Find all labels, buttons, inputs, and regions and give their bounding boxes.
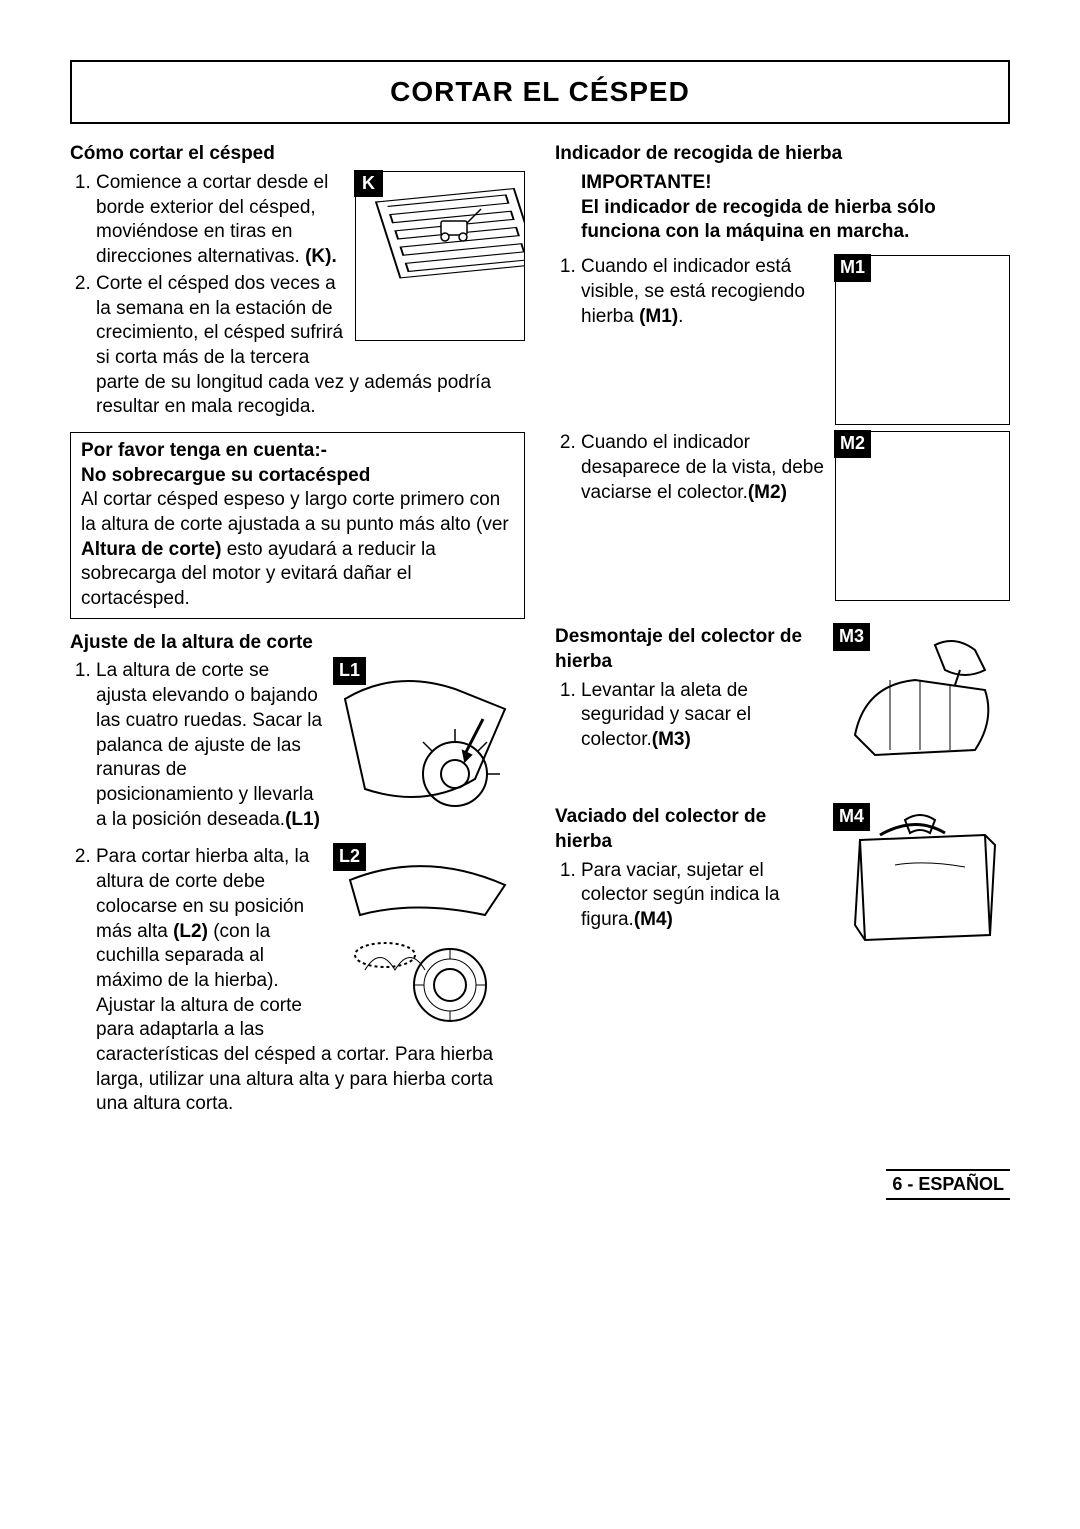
left-column: Cómo cortar el césped K Comience a corta… (70, 142, 525, 1129)
text: Cuando el indicador está visible, se est… (581, 256, 805, 326)
page-footer: 6 - ESPAÑOL (70, 1169, 1010, 1200)
ref-k: (K). (305, 246, 337, 267)
figure-k: K (355, 171, 525, 341)
heading-ajuste: Ajuste de la altura de corte (70, 631, 525, 656)
ref-m1: (M1) (639, 306, 678, 327)
text: Para vaciar, sujetar el colector según i… (581, 860, 780, 930)
text: La altura de corte se ajusta elevando o … (96, 660, 322, 829)
warning-box: Por favor tenga en cuenta:- No sobrecarg… (70, 432, 525, 619)
figure-label-m4: M4 (833, 803, 870, 830)
ref-l2: (L2) (173, 921, 208, 942)
heading-indicador: Indicador de recogida de hierba (555, 142, 1010, 167)
warn-line2: No sobrecargue su cortacésped (81, 465, 370, 486)
figure-label-m1: M1 (834, 254, 871, 281)
right-column: Indicador de recogida de hierba IMPORTAN… (555, 142, 1010, 1129)
height-high-icon (335, 845, 525, 1035)
warn-text1: Al cortar césped espeso y largo corte pr… (81, 489, 509, 535)
content-columns: Cómo cortar el césped K Comience a corta… (70, 142, 1010, 1129)
warn-line1: Por favor tenga en cuenta:- (81, 440, 327, 461)
figure-l2: L2 (335, 845, 525, 1035)
ref-m3: (M3) (652, 729, 691, 750)
figure-label-l1: L1 (333, 657, 366, 684)
text: Comience a cortar desde el borde exterio… (96, 172, 328, 267)
important-label: IMPORTANTE! (581, 172, 712, 193)
ref-m4: (M4) (634, 909, 673, 930)
ref-m2: (M2) (748, 482, 787, 503)
text: Cuando el indicador desaparece de la vis… (581, 432, 824, 502)
heading-como-cortar: Cómo cortar el césped (70, 142, 525, 167)
warn-bold: Altura de corte) (81, 539, 221, 560)
figure-m3: M3 (835, 625, 1010, 775)
figure-m1: M1 (835, 255, 1010, 425)
figure-m2: M2 (835, 431, 1010, 601)
figure-label-m3: M3 (833, 623, 870, 650)
figure-l1: L1 (335, 659, 525, 839)
height-adjust-icon (335, 659, 525, 839)
figure-label-l2: L2 (333, 843, 366, 870)
important-block: IMPORTANTE! El indicador de recogida de … (555, 171, 1010, 245)
ref-l1: (L1) (285, 809, 320, 830)
figure-label-m2: M2 (834, 430, 871, 457)
figure-label-k: K (354, 170, 383, 197)
page-number-lang: 6 - ESPAÑOL (886, 1169, 1010, 1200)
page-title: CORTAR EL CÉSPED (70, 60, 1010, 124)
important-text: El indicador de recogida de hierba sólo … (581, 197, 936, 243)
figure-m4: M4 (835, 805, 1010, 955)
